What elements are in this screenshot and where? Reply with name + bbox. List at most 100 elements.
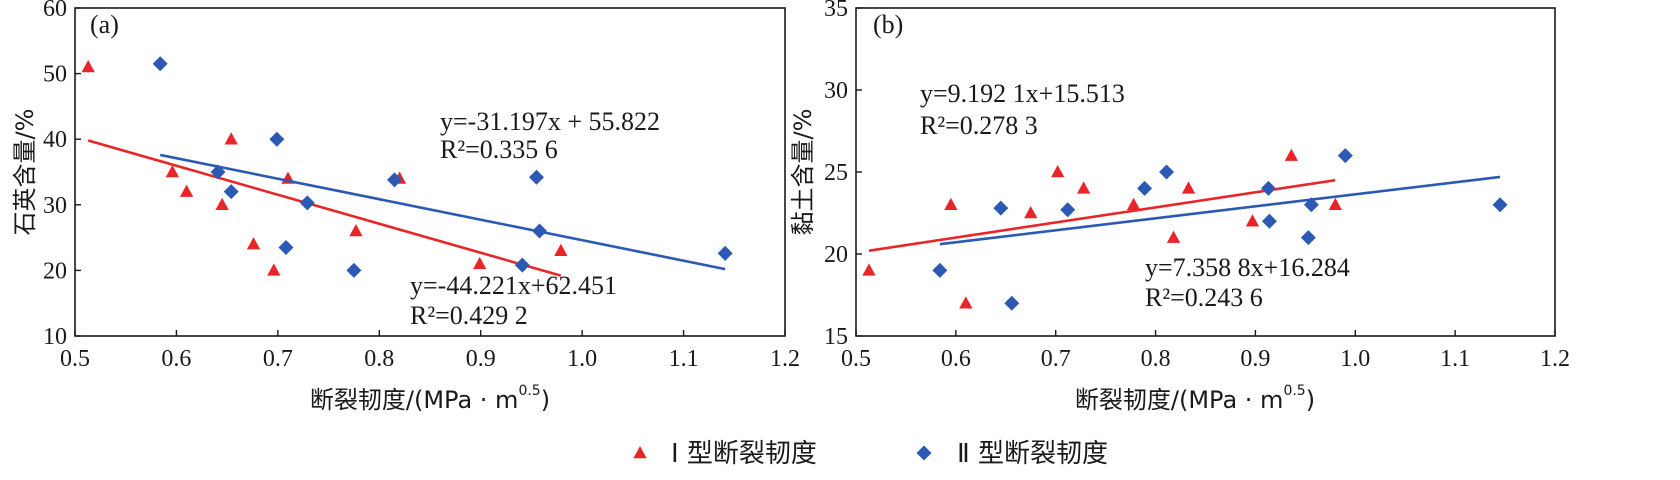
- data-point-triangle: [473, 256, 487, 270]
- trend-line: [868, 178, 1336, 253]
- x-tick-label: 1.0: [567, 346, 597, 372]
- y-tick-label: 35: [824, 0, 848, 22]
- x-tick-label: 0.9: [1240, 346, 1270, 372]
- legend-marker-triangle: [633, 446, 647, 459]
- legend-marker-diamond: [916, 445, 932, 461]
- y-tick-label: 30: [43, 193, 67, 219]
- x-axis-label-text: 断裂韧度/(MPa · m: [310, 386, 519, 414]
- x-tick-label: 1.1: [1440, 346, 1470, 372]
- x-axis-label: 断裂韧度/(MPa · m0.5): [1075, 383, 1315, 414]
- data-point-diamond: [1261, 213, 1277, 229]
- fit-r-squared: R²=0.335 6: [440, 135, 558, 164]
- data-point-diamond: [1300, 230, 1316, 246]
- legend-item: Ⅱ 型断裂韧度: [916, 439, 1108, 469]
- data-point-triangle: [1328, 197, 1342, 211]
- x-tick-label: 0.7: [263, 346, 293, 372]
- data-point-diamond: [299, 195, 315, 211]
- data-point-diamond: [532, 223, 548, 239]
- trend-line: [159, 153, 726, 271]
- data-point-diamond: [514, 257, 530, 273]
- x-tick-label: 0.8: [1141, 346, 1171, 372]
- data-point-triangle: [246, 237, 261, 250]
- x-tick-label: 0.5: [60, 346, 90, 372]
- y-tick-label: 10: [43, 324, 67, 350]
- data-point-diamond: [1260, 180, 1276, 196]
- fit-equation: y=9.192 1x+15.513: [920, 79, 1125, 108]
- y-tick-label: 40: [43, 127, 67, 153]
- data-point-diamond: [529, 169, 544, 185]
- data-point-triangle: [944, 197, 958, 211]
- panel-label: (b): [873, 10, 903, 39]
- data-point-diamond: [278, 239, 294, 255]
- x-tick-label: 0.8: [364, 346, 394, 372]
- fit-equation: y=-44.221x+62.451: [410, 271, 617, 300]
- data-point-triangle: [267, 263, 281, 276]
- data-point-diamond: [387, 172, 402, 188]
- fit-r-squared: R²=0.243 6: [1145, 283, 1263, 312]
- data-point-diamond: [346, 262, 362, 278]
- x-tick-label: 1.2: [770, 346, 800, 372]
- x-axis-label-end: ): [541, 386, 550, 414]
- y-axis-label: 黏土含量/%: [789, 109, 817, 236]
- data-point-triangle: [1126, 197, 1141, 211]
- chart-panel-a: 0.5 0.6 0.7 0.8 0.9 1.0 1.1 1.2 10 20 30 40 50 60 (a) 断…: [11, 0, 800, 414]
- data-point-diamond: [1492, 197, 1508, 213]
- y-tick-label: 60: [43, 0, 67, 22]
- x-tick-label: 1.2: [1540, 346, 1570, 372]
- fit-equation: y=-31.197x + 55.822: [440, 107, 660, 136]
- series-triangle: [862, 148, 1342, 309]
- chart-panel-b: 0.5 0.6 0.7 0.8 0.9 1.0 1.1 1.2 15 20 25 30 35 (b) 断裂韧…: [789, 0, 1570, 414]
- plot-frame: [74, 7, 786, 337]
- panel-label: (a): [90, 10, 119, 39]
- data-point-diamond: [1337, 148, 1353, 164]
- data-point-diamond: [1060, 202, 1076, 218]
- data-point-triangle: [224, 132, 238, 145]
- y-tick-label: 30: [824, 78, 848, 104]
- data-point-diamond: [932, 262, 948, 278]
- data-point-triangle: [862, 263, 876, 276]
- trend-line: [939, 175, 1501, 246]
- data-point-diamond: [269, 131, 285, 147]
- x-axis-label: 断裂韧度/(MPa · m0.5): [310, 383, 550, 414]
- x-tick-label: 0.7: [1041, 346, 1071, 372]
- trend-line: [87, 139, 562, 277]
- x-tick-label: 1.0: [1340, 346, 1370, 372]
- data-point-triangle: [554, 243, 568, 256]
- data-point-triangle: [1051, 165, 1065, 178]
- data-point-triangle: [215, 197, 229, 211]
- legend-item: Ⅰ 型断裂韧度: [633, 439, 817, 469]
- y-tick-label: 20: [43, 258, 67, 284]
- legend: Ⅰ 型断裂韧度 Ⅱ 型断裂韧度: [633, 439, 1108, 469]
- series-diamond: [152, 56, 733, 278]
- data-point-triangle: [1024, 206, 1038, 219]
- x-tick-label: 0.9: [466, 346, 496, 372]
- fit-r-squared: R²=0.429 2: [410, 301, 528, 330]
- x-tick-label: 0.5: [841, 346, 871, 372]
- data-point-diamond: [152, 56, 168, 72]
- series-diamond: [932, 148, 1508, 311]
- x-axis-label-exponent: 0.5: [518, 383, 540, 399]
- y-tick-label: 20: [824, 242, 848, 268]
- data-point-triangle: [1181, 181, 1196, 194]
- data-point-diamond: [210, 164, 226, 180]
- data-point-diamond: [993, 200, 1009, 216]
- x-axis-label-text: 断裂韧度/(MPa · m: [1075, 386, 1284, 414]
- data-point-triangle: [959, 296, 973, 309]
- data-point-triangle: [81, 60, 95, 73]
- legend-label: Ⅰ 型断裂韧度: [671, 439, 817, 469]
- data-point-triangle: [1166, 230, 1181, 243]
- x-tick-label: 1.1: [669, 346, 699, 372]
- data-point-diamond: [1159, 164, 1175, 180]
- fit-equation: y=7.358 8x+16.284: [1145, 253, 1350, 282]
- data-point-triangle: [1245, 214, 1260, 227]
- data-point-diamond: [1137, 180, 1153, 196]
- data-point-diamond: [717, 245, 733, 261]
- x-axis-label-exponent: 0.5: [1283, 383, 1305, 399]
- x-tick-label: 0.6: [941, 346, 971, 372]
- legend-label: Ⅱ 型断裂韧度: [957, 439, 1108, 469]
- data-point-diamond: [223, 184, 239, 200]
- x-tick-label: 0.6: [161, 346, 191, 372]
- data-point-triangle: [349, 224, 363, 237]
- fit-r-squared: R²=0.278 3: [920, 111, 1038, 140]
